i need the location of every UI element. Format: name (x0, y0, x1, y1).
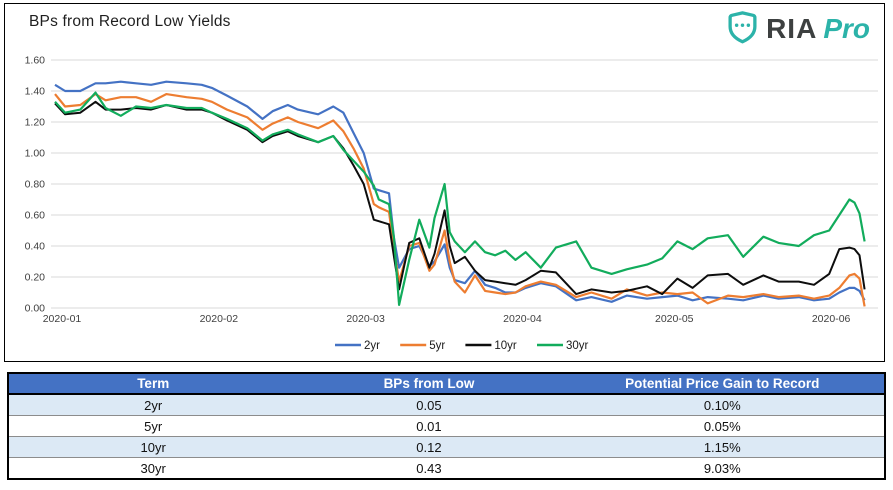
x-tick-2020-03: 2020-03 (346, 313, 385, 325)
y-tick-0.00: 0.00 (25, 303, 46, 315)
legend-label-2yr: 2yr (364, 340, 380, 352)
chart-panel: BPs from Record Low Yields 1.60 1.40 1.20 1… (4, 3, 885, 362)
col-header-1: BPs from Low (297, 373, 561, 395)
yield-summary-table: Term BPs from Low Potential Price Gain to … (7, 372, 886, 480)
gain-cell: 9.03% (560, 457, 885, 479)
term-cell: 10yr (8, 436, 298, 458)
legend-label-30yr: 30yr (566, 340, 589, 352)
bps-cell: 0.12 (297, 436, 561, 458)
x-tick-2020-05: 2020-05 (655, 313, 694, 325)
y-tick-1.20: 1.20 (25, 117, 46, 129)
series-line-30yr (54, 91, 866, 306)
x-tick-2020-01: 2020-01 (43, 313, 82, 325)
ria-pro-logo: RIA Pro (726, 10, 870, 47)
x-tick-2020-06: 2020-06 (812, 313, 851, 325)
series-line-2yr (54, 80, 866, 303)
gain-cell: 0.05% (560, 415, 885, 437)
legend-label-5yr: 5yr (429, 340, 445, 352)
y-tick-1.00: 1.00 (25, 148, 46, 160)
logo-text-pro: Pro (823, 12, 870, 44)
x-tick-2020-04: 2020-04 (503, 313, 542, 325)
term-cell: 5yr (8, 415, 298, 437)
table-header-row: Term BPs from Low Potential Price Gain to … (8, 373, 885, 395)
bps-cell: 0.43 (297, 457, 561, 479)
bps-cell: 0.01 (297, 415, 561, 437)
table-row-5yr: 5yr 0.01 0.05% (8, 415, 885, 437)
table-row-30yr: 30yr 0.43 9.03% (8, 457, 885, 479)
gain-cell: 1.15% (560, 436, 885, 458)
table-row-2yr: 2yr 0.05 0.10% (8, 393, 885, 416)
col-header-0: Term (8, 373, 298, 395)
y-tick-0.80: 0.80 (25, 179, 46, 191)
logo-text-ria: RIA (766, 12, 818, 44)
x-tick-2020-02: 2020-02 (200, 313, 239, 325)
term-cell: 30yr (8, 457, 298, 479)
col-header-2: Potential Price Gain to Record (560, 373, 885, 395)
term-cell: 2yr (8, 393, 298, 416)
y-tick-1.40: 1.40 (25, 86, 46, 98)
shield-icon (728, 11, 757, 44)
bps-cell: 0.05 (297, 393, 561, 416)
y-tick-0.40: 0.40 (25, 241, 46, 253)
y-tick-0.60: 0.60 (25, 210, 46, 222)
yields-line-chart: 1.601.401.201.000.800.600.400.200.002020… (25, 55, 878, 352)
y-tick-1.60: 1.60 (25, 55, 46, 67)
gain-cell: 0.10% (560, 393, 885, 416)
series-line-5yr (54, 92, 866, 307)
y-tick-0.20: 0.20 (25, 272, 46, 284)
table-row-10yr: 10yr 0.12 1.15% (8, 436, 885, 458)
chart-title: BPs from Record Low Yields (29, 13, 231, 30)
legend-label-10yr: 10yr (494, 340, 517, 352)
series-line-10yr (54, 100, 866, 296)
